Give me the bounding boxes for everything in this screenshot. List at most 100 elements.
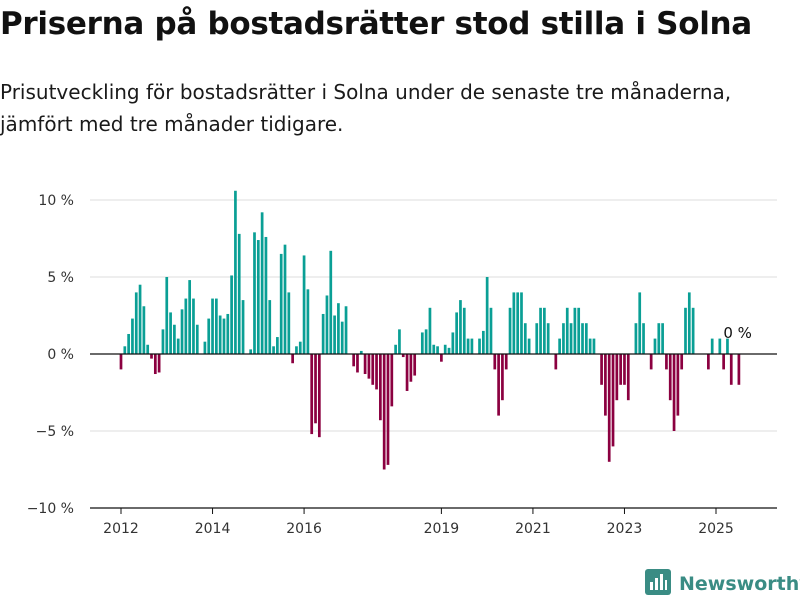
bar	[253, 232, 256, 354]
bar	[195, 324, 199, 354]
bar	[428, 307, 432, 354]
bar	[207, 318, 211, 354]
bar	[638, 292, 642, 354]
bar	[256, 240, 260, 354]
bar	[623, 354, 626, 385]
bar	[493, 354, 497, 370]
bar	[726, 338, 729, 354]
bar	[691, 307, 695, 354]
bar	[600, 354, 603, 385]
bar	[462, 307, 466, 354]
bar	[451, 332, 455, 354]
bar	[176, 338, 180, 354]
bar	[527, 338, 531, 354]
bar	[710, 338, 714, 354]
bar	[501, 354, 504, 401]
bar	[279, 253, 283, 354]
bar	[173, 324, 176, 354]
bar	[558, 338, 561, 354]
bar	[562, 323, 565, 354]
bar	[405, 354, 409, 391]
bar	[573, 307, 577, 354]
bar	[684, 307, 687, 354]
bar	[565, 307, 569, 354]
bar	[584, 323, 588, 354]
bar	[432, 344, 436, 354]
bar	[653, 338, 657, 354]
bar	[382, 354, 386, 470]
bar-chart: 10 % 5 % 0 % −5 % −10 % 2012 2014 2016 2019 2021…	[27, 190, 777, 537]
bar	[142, 306, 146, 354]
bar	[134, 292, 138, 354]
last-value-annotation: 0 %	[723, 324, 752, 342]
bar	[283, 244, 287, 354]
bar	[352, 354, 356, 367]
bar	[619, 354, 623, 385]
bar	[447, 347, 451, 354]
bar	[211, 298, 214, 354]
bar	[234, 190, 237, 354]
bar	[260, 212, 264, 354]
bar	[413, 354, 417, 376]
bar	[687, 292, 691, 354]
brand-name: Newsworthy	[679, 573, 800, 595]
brand-logo[interactable]: Newsworthy	[645, 569, 800, 598]
bar	[634, 323, 638, 354]
x-tick-label: 2012	[103, 521, 139, 537]
bar	[722, 354, 725, 370]
bar	[184, 298, 188, 354]
x-tick-label: 2021	[515, 521, 551, 537]
bar	[497, 354, 500, 416]
bar	[459, 300, 462, 354]
bar	[150, 354, 153, 359]
bar	[356, 354, 359, 373]
bar	[272, 346, 275, 354]
bar	[672, 354, 676, 431]
bar	[504, 354, 508, 370]
y-tick-label: −10 %	[27, 501, 74, 517]
bar	[321, 313, 325, 354]
bar	[249, 349, 253, 354]
y-tick-label: 10 %	[38, 193, 74, 209]
bar	[146, 344, 150, 354]
bar	[626, 354, 630, 401]
bar	[455, 312, 458, 354]
bar	[523, 323, 527, 354]
bar	[329, 250, 333, 354]
bar	[401, 354, 405, 358]
bar	[707, 354, 710, 370]
bar	[661, 323, 664, 354]
bar	[291, 354, 294, 364]
bar	[485, 277, 489, 354]
bar	[375, 354, 378, 390]
bar	[489, 307, 493, 354]
y-tick-label: 0 %	[47, 347, 74, 363]
bar	[546, 323, 550, 354]
y-tick-label: −5 %	[36, 424, 74, 440]
bar	[569, 323, 573, 354]
bar	[581, 323, 584, 354]
bar	[226, 313, 230, 354]
bar	[203, 341, 207, 354]
bar	[607, 354, 611, 462]
bar	[161, 329, 165, 354]
y-axis-ticks: 10 % 5 % 0 % −5 % −10 %	[27, 193, 74, 517]
bar	[241, 300, 245, 354]
x-tick-label: 2016	[286, 521, 322, 537]
bar	[386, 354, 390, 465]
bar	[668, 354, 672, 401]
bar	[192, 298, 195, 354]
bar	[123, 346, 127, 354]
bar	[478, 338, 481, 354]
bar	[577, 307, 581, 354]
bar	[157, 354, 161, 373]
chart-title: Priserna på bostadsrätter stod stilla i …	[0, 6, 752, 42]
bar	[481, 330, 485, 354]
bar	[390, 354, 394, 407]
bar	[314, 354, 317, 424]
bar	[237, 233, 241, 354]
bar	[512, 292, 516, 354]
bar	[409, 354, 413, 382]
bar	[676, 354, 680, 416]
bar	[287, 292, 291, 354]
